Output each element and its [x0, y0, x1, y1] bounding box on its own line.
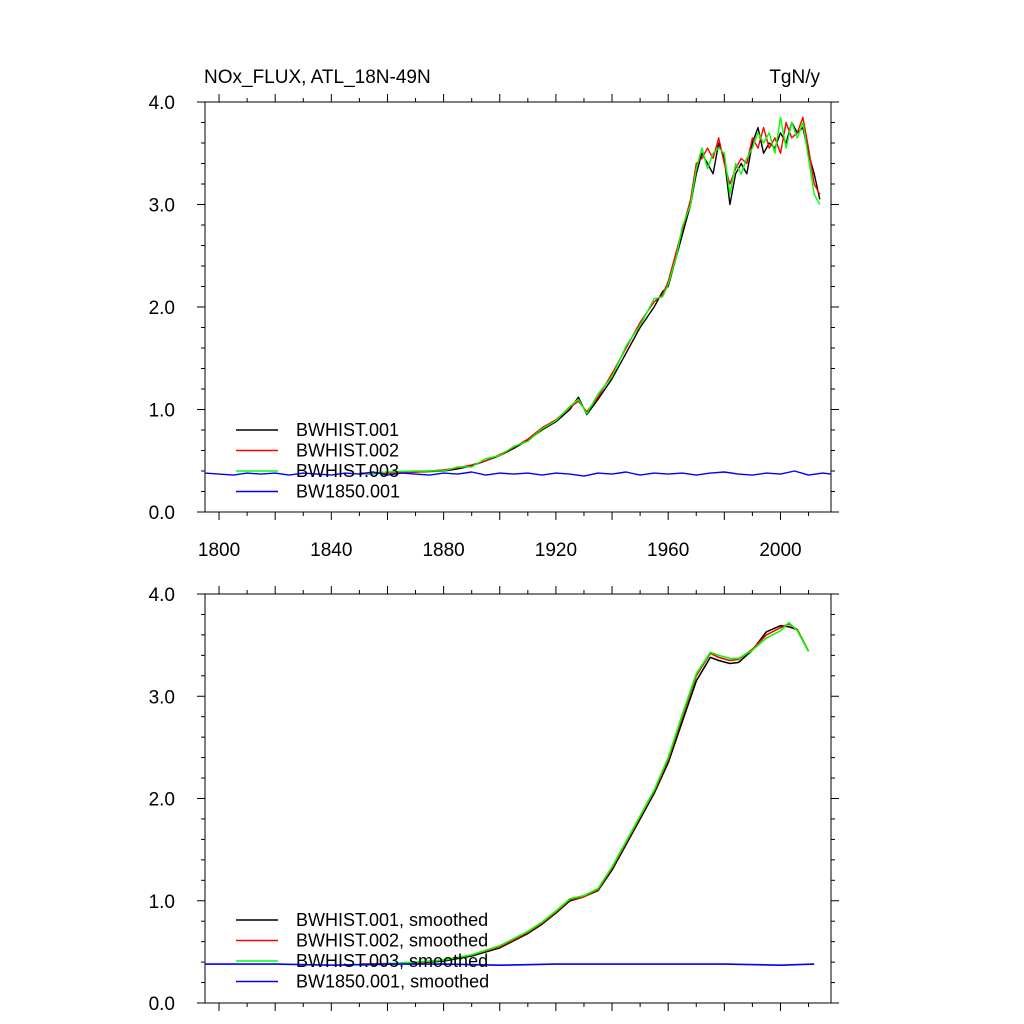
- series-line-4: [205, 963, 815, 967]
- series-line-3: [359, 116, 821, 475]
- x-tick-label: 2000: [759, 540, 801, 561]
- x-tick-label: 1840: [310, 540, 352, 561]
- legend-label: BWHIST.003: [296, 461, 399, 481]
- series-line-3: [359, 621, 810, 966]
- chart-title: NOx_FLUX, ATL_18N-49N: [204, 67, 431, 88]
- y-tick-label: 1.0: [149, 892, 175, 913]
- y-tick-label: 0.0: [149, 503, 175, 524]
- top-panel: NOx_FLUX, ATL_18N-49N TgN/y 0.0 1.0 2.0 3.0…: [149, 67, 839, 561]
- y-tick-label: 4.0: [149, 585, 175, 606]
- x-tick-label: 1920: [535, 540, 577, 561]
- x-tick-label: 1800: [198, 540, 240, 561]
- legend-label: BWHIST.002: [296, 441, 399, 461]
- x-tick-label: 1880: [422, 540, 464, 561]
- y-tick-label: 3.0: [149, 687, 175, 708]
- x-tick-label: 1960: [647, 540, 689, 561]
- series-line-4: [204, 470, 832, 477]
- y-tick-label: 1.0: [149, 401, 175, 422]
- legend-label: BWHIST.001, smoothed: [296, 910, 488, 930]
- series-line-1: [359, 121, 821, 475]
- series-line-2: [359, 116, 821, 474]
- y-tick-label: 4.0: [149, 93, 175, 114]
- y-tick-label: 2.0: [149, 298, 175, 319]
- y-tick-label: 0.0: [149, 994, 175, 1015]
- y-tick-label: 3.0: [149, 196, 175, 217]
- legend-label: BW1850.001, smoothed: [296, 972, 489, 992]
- legend-label: BWHIST.001: [296, 420, 399, 440]
- legend-label: BWHIST.002, smoothed: [296, 931, 488, 951]
- y-tick-label: 2.0: [149, 790, 175, 811]
- legend-label: BW1850.001: [296, 482, 400, 502]
- units-label: TgN/y: [769, 67, 820, 88]
- legend-label: BWHIST.003, smoothed: [296, 951, 488, 971]
